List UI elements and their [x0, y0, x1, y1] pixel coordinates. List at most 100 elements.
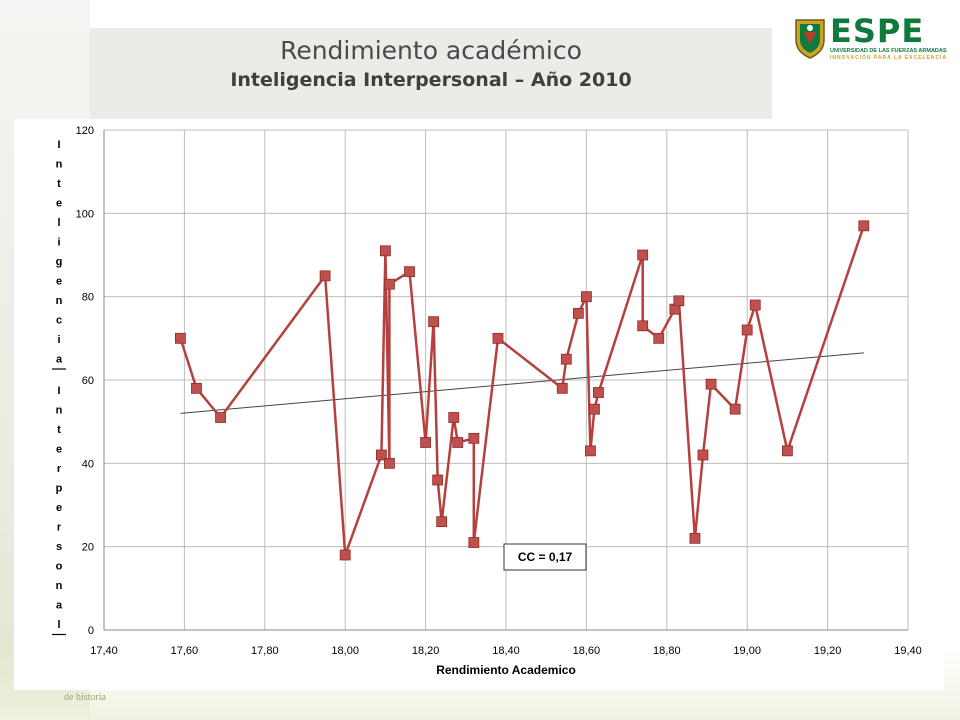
- data-point: [572, 307, 584, 319]
- x-tick-label: 17,40: [90, 645, 118, 657]
- data-point: [593, 387, 604, 398]
- y-tick-labels: 0 20 40 60 80 100 120: [76, 125, 94, 637]
- data-point: [215, 412, 226, 423]
- page-subtitle: Inteligencia Interpersonal – Año 2010: [230, 69, 632, 91]
- data-point: [560, 353, 572, 365]
- data-point: [375, 449, 387, 461]
- data-point: [379, 245, 391, 257]
- data-point: [384, 278, 395, 290]
- chart-panel: [14, 119, 944, 690]
- data-point: [428, 316, 440, 328]
- y-label-char: e: [56, 502, 62, 514]
- data-point: [384, 457, 395, 469]
- x-tick-label: 17,80: [251, 645, 279, 657]
- x-tick-label: 18,00: [331, 645, 359, 657]
- y-label-char: p: [56, 483, 63, 495]
- espe-logo: ESPE UNIVERSIDAD DE LAS FUERZAS ARMADAS …: [792, 12, 947, 61]
- y-label-char: s: [56, 541, 62, 553]
- data-point: [448, 412, 460, 423]
- y-label-char: e: [56, 198, 62, 210]
- data-point: [689, 532, 701, 544]
- y-label-char: t: [57, 424, 61, 436]
- x-tick-label: 19,00: [733, 645, 761, 657]
- y-label-char: t: [57, 178, 61, 190]
- data-point: [637, 249, 649, 261]
- data-point: [468, 537, 480, 548]
- data-point: [729, 403, 741, 415]
- data-point: [741, 324, 753, 336]
- data-point: [673, 295, 685, 307]
- x-tick-label: 19,40: [894, 645, 922, 657]
- data-point: [782, 445, 793, 457]
- y-tick-label: 100: [76, 208, 94, 220]
- x-tick-label: 19,20: [814, 645, 842, 657]
- y-tick-label: 40: [82, 458, 94, 470]
- x-tick-label: 18,60: [573, 645, 601, 657]
- crest-icon: [795, 19, 825, 59]
- y-label-char: I: [57, 139, 60, 151]
- series-line: [179, 225, 865, 557]
- y-tick-label: 80: [82, 292, 94, 304]
- trendline: [180, 352, 864, 414]
- y-label-char: i: [57, 334, 60, 346]
- data-point: [589, 403, 600, 415]
- y-label-char: n: [56, 295, 63, 307]
- y-label-char: e: [56, 444, 62, 456]
- logo-tagline-1: UNIVERSIDAD DE LAS FUERZAS ARMADAS: [830, 48, 947, 54]
- y-label-char: l: [57, 217, 60, 229]
- y-label-char: g: [56, 256, 63, 268]
- y-label-char: a: [56, 600, 63, 612]
- y-tick-label: 0: [88, 625, 94, 637]
- data-point: [492, 332, 504, 344]
- y-label-char: n: [56, 159, 63, 171]
- data-point: [749, 299, 761, 311]
- title-banner: Rendimiento académico Inteligencia Inter…: [90, 28, 772, 119]
- x-tick-label: 18,20: [412, 645, 440, 657]
- y-label-char: o: [56, 561, 63, 573]
- x-tick-label: 17,60: [171, 645, 199, 657]
- x-axis-label: Rendimiento Academico: [436, 663, 576, 677]
- y-label-char: I: [57, 385, 60, 397]
- grid-lines: [103, 129, 909, 631]
- annotation-text: CC = 0,17: [518, 550, 573, 564]
- cc-annotation-box: CC = 0,17: [503, 543, 587, 571]
- page-title: Rendimiento académico: [280, 36, 582, 65]
- data-point: [404, 266, 415, 278]
- footer-watermark: de historia: [64, 692, 106, 703]
- data-point: [468, 432, 480, 444]
- trendline-line: [180, 352, 864, 414]
- y-label-char: n: [56, 405, 63, 417]
- data-point: [585, 445, 596, 457]
- logo-wordmark: ESPE: [830, 12, 925, 50]
- y-label-char: l: [57, 619, 60, 631]
- y-tick-label: 60: [82, 375, 94, 387]
- data-point: [697, 449, 709, 461]
- data-series: [174, 220, 870, 561]
- data-point: [432, 474, 444, 486]
- data-point: [705, 378, 717, 390]
- data-point: [556, 382, 568, 394]
- x-tick-labels: 17,40 17,60 17,80 18,00 18,20 18,40 18,60 18,80…: [90, 645, 922, 657]
- y-label-char: i: [57, 237, 60, 249]
- data-point: [319, 270, 331, 282]
- y-label-char: e: [56, 276, 62, 288]
- data-point: [339, 549, 351, 561]
- y-label-char: r: [57, 522, 62, 534]
- x-tick-label: 18,40: [492, 645, 520, 657]
- data-point: [581, 291, 592, 303]
- y-label-char: a: [56, 354, 63, 366]
- data-point: [191, 382, 202, 394]
- logo-tagline-2: INNOVACIÓN PARA LA EXCELENCIA: [830, 55, 948, 61]
- y-tick-label: 120: [76, 125, 94, 137]
- data-point: [436, 516, 448, 528]
- data-point: [174, 332, 186, 344]
- data-point: [637, 320, 649, 332]
- y-label-char: n: [56, 580, 63, 592]
- x-tick-label: 18,80: [653, 645, 681, 657]
- data-point: [420, 437, 432, 448]
- y-tick-label: 20: [82, 542, 94, 554]
- data-point: [653, 332, 665, 344]
- y-label-char: c: [56, 315, 62, 327]
